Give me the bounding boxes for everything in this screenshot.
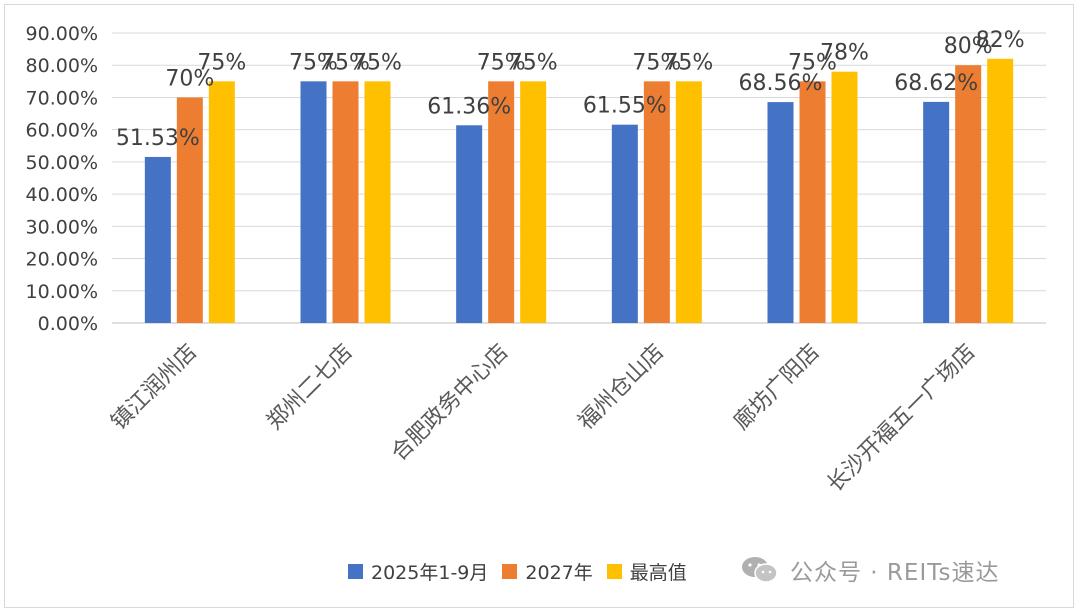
gridlines — [112, 32, 1046, 324]
wechat-icon — [740, 555, 780, 585]
x-tick-label: 合肥政务中心店 — [387, 340, 514, 467]
bar — [987, 58, 1014, 324]
y-tick-label: 80.00% — [26, 55, 98, 77]
data-label: 75% — [321, 50, 370, 75]
data-label: 61.55% — [583, 94, 667, 119]
legend-swatch — [606, 563, 622, 579]
bar — [955, 65, 982, 323]
chart-frame — [4, 4, 1074, 608]
data-label: 80% — [944, 34, 993, 59]
data-label: 75% — [353, 50, 402, 75]
data-label: 75% — [788, 50, 837, 75]
legend-swatch — [502, 563, 518, 579]
legend-label: 2027年 — [525, 561, 593, 584]
bar — [176, 97, 203, 323]
data-label: 61.36% — [427, 94, 511, 119]
y-tick-label: 30.00% — [26, 216, 98, 238]
data-label: 75% — [664, 50, 713, 75]
x-tick-label: 镇江润州店 — [107, 340, 202, 435]
watermark-text: 公众号 · REITs速达 — [790, 560, 1000, 586]
legend: 2025年1-9月 2027年 最高值 — [348, 556, 701, 586]
data-label: 68.56% — [739, 71, 823, 96]
bar — [456, 125, 483, 323]
bar — [488, 81, 515, 323]
data-label: 75% — [289, 50, 338, 75]
bar — [332, 81, 359, 323]
legend-swatch — [348, 563, 363, 579]
y-axis: 0.00% 10.00% 20.00% 30.00% 40.00% 50.00% 60.00… — [26, 23, 98, 335]
data-label: 75% — [477, 50, 526, 75]
bar — [611, 124, 638, 323]
data-label: 75% — [632, 50, 681, 75]
bar — [364, 81, 391, 323]
data-label: 68.62% — [894, 71, 978, 96]
x-tick-label: 廊坊广阳店 — [729, 340, 824, 435]
data-labels: 51.53%70%75% 75%75%75%61.36%75%75%61.55%7… — [116, 28, 1025, 151]
legend-item-series-1: 2025年1-9月 — [348, 558, 488, 585]
data-label: 51.53% — [116, 126, 200, 151]
bar — [208, 81, 235, 323]
bar — [520, 81, 547, 323]
x-tick-label: 福州仓山店 — [574, 340, 669, 435]
bar — [799, 81, 826, 323]
legend-item-series-2: 2027年 — [502, 558, 593, 585]
y-tick-label: 60.00% — [26, 120, 98, 142]
y-tick-label: 40.00% — [26, 184, 98, 206]
legend-label: 2025年1-9月 — [371, 561, 489, 584]
x-tick-label: 长沙开福五一广场店 — [823, 340, 981, 498]
bar — [767, 102, 794, 323]
bars — [144, 58, 1014, 324]
bar — [144, 156, 171, 323]
y-tick-label: 70.00% — [26, 87, 98, 109]
x-tick-label: 郑州二七店 — [262, 340, 357, 435]
bar — [923, 101, 950, 323]
legend-item-series-3: 最高值 — [606, 558, 687, 585]
y-tick-label: 20.00% — [26, 249, 98, 271]
bar — [675, 81, 702, 323]
legend-label: 最高值 — [629, 561, 687, 584]
data-label: 75% — [197, 50, 246, 75]
y-tick-label: 0.00% — [38, 313, 98, 335]
data-label: 82% — [976, 28, 1025, 53]
bar — [643, 81, 670, 323]
data-label: 75% — [509, 50, 558, 75]
bar — [831, 71, 858, 324]
data-label: 78% — [820, 41, 869, 66]
y-tick-label: 50.00% — [26, 152, 98, 174]
y-tick-label: 10.00% — [26, 281, 98, 303]
watermark: 公众号 · REITs速达 — [740, 552, 999, 588]
y-tick-label: 90.00% — [26, 23, 98, 45]
data-label: 70% — [165, 66, 214, 91]
bar — [300, 81, 327, 323]
